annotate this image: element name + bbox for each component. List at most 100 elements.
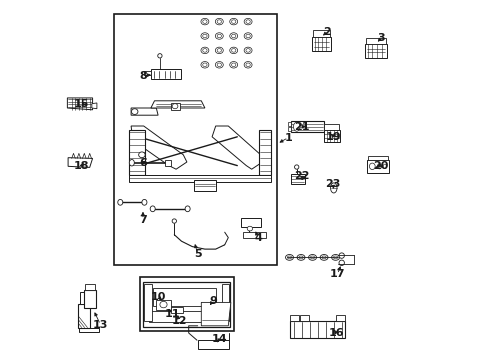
Ellipse shape: [231, 63, 235, 67]
Ellipse shape: [247, 226, 252, 231]
Polygon shape: [152, 288, 215, 306]
Ellipse shape: [245, 49, 250, 52]
Polygon shape: [336, 315, 344, 321]
Ellipse shape: [229, 47, 237, 54]
Ellipse shape: [231, 20, 235, 23]
Ellipse shape: [160, 301, 167, 308]
Ellipse shape: [331, 255, 339, 260]
Text: 19: 19: [325, 132, 341, 142]
Polygon shape: [85, 284, 95, 290]
Ellipse shape: [294, 165, 298, 169]
Ellipse shape: [244, 18, 251, 25]
Polygon shape: [128, 175, 271, 182]
Ellipse shape: [217, 34, 221, 38]
Polygon shape: [367, 156, 387, 160]
Polygon shape: [366, 38, 385, 44]
Ellipse shape: [377, 164, 381, 169]
Ellipse shape: [244, 62, 251, 68]
Ellipse shape: [203, 20, 206, 23]
Ellipse shape: [308, 255, 316, 260]
Polygon shape: [156, 300, 170, 310]
Text: 11: 11: [164, 309, 180, 319]
Ellipse shape: [231, 49, 235, 52]
Ellipse shape: [139, 152, 145, 158]
Polygon shape: [78, 304, 90, 328]
Polygon shape: [212, 126, 262, 169]
Ellipse shape: [321, 256, 325, 259]
Polygon shape: [311, 37, 330, 51]
Polygon shape: [258, 130, 271, 175]
Polygon shape: [131, 126, 186, 169]
Ellipse shape: [118, 199, 122, 205]
Polygon shape: [194, 180, 215, 191]
Ellipse shape: [245, 63, 250, 67]
Ellipse shape: [338, 253, 344, 258]
Text: 23: 23: [325, 179, 340, 189]
Ellipse shape: [285, 255, 293, 260]
Ellipse shape: [172, 219, 176, 223]
Polygon shape: [287, 127, 290, 131]
Ellipse shape: [201, 47, 208, 54]
Ellipse shape: [310, 256, 314, 259]
Text: 6: 6: [139, 158, 146, 168]
Text: 16: 16: [328, 328, 344, 338]
Text: 21: 21: [294, 122, 309, 132]
Ellipse shape: [298, 256, 303, 259]
Ellipse shape: [150, 206, 155, 212]
Text: 10: 10: [151, 292, 166, 302]
Polygon shape: [170, 103, 179, 110]
Ellipse shape: [368, 163, 374, 170]
Polygon shape: [289, 321, 344, 338]
Text: 15: 15: [74, 99, 89, 109]
Ellipse shape: [229, 62, 237, 68]
Text: 7: 7: [139, 215, 146, 225]
Text: 20: 20: [372, 161, 387, 171]
Ellipse shape: [201, 18, 208, 25]
Polygon shape: [323, 130, 339, 142]
Polygon shape: [366, 160, 387, 173]
Polygon shape: [242, 232, 265, 238]
Ellipse shape: [244, 47, 251, 54]
Polygon shape: [128, 130, 145, 175]
Polygon shape: [201, 302, 230, 326]
Polygon shape: [289, 315, 298, 321]
Ellipse shape: [203, 63, 206, 67]
Ellipse shape: [201, 62, 208, 68]
Ellipse shape: [229, 18, 237, 25]
Ellipse shape: [296, 255, 305, 260]
Polygon shape: [324, 124, 339, 130]
Ellipse shape: [231, 34, 235, 38]
Polygon shape: [290, 174, 305, 184]
Ellipse shape: [330, 183, 336, 193]
Polygon shape: [170, 307, 183, 313]
Text: 18: 18: [74, 161, 89, 171]
Polygon shape: [300, 315, 308, 321]
Ellipse shape: [338, 260, 344, 266]
Ellipse shape: [217, 20, 221, 23]
Ellipse shape: [203, 49, 206, 52]
Ellipse shape: [320, 255, 327, 260]
Ellipse shape: [229, 33, 237, 39]
Ellipse shape: [245, 34, 250, 38]
Ellipse shape: [215, 33, 223, 39]
Text: 8: 8: [139, 71, 146, 81]
Ellipse shape: [333, 256, 337, 259]
Polygon shape: [68, 158, 92, 167]
Polygon shape: [197, 340, 229, 349]
Ellipse shape: [245, 20, 250, 23]
Polygon shape: [151, 69, 181, 79]
Text: 12: 12: [171, 316, 186, 326]
Ellipse shape: [203, 34, 206, 38]
Ellipse shape: [287, 256, 291, 259]
Polygon shape: [290, 121, 323, 132]
Ellipse shape: [215, 62, 223, 68]
Text: 1: 1: [284, 132, 292, 143]
Ellipse shape: [293, 122, 299, 131]
Polygon shape: [79, 328, 99, 332]
Text: 2: 2: [322, 27, 330, 37]
Polygon shape: [144, 71, 151, 75]
Ellipse shape: [201, 33, 208, 39]
Text: 9: 9: [208, 296, 216, 306]
Polygon shape: [92, 103, 97, 109]
Ellipse shape: [129, 159, 134, 166]
